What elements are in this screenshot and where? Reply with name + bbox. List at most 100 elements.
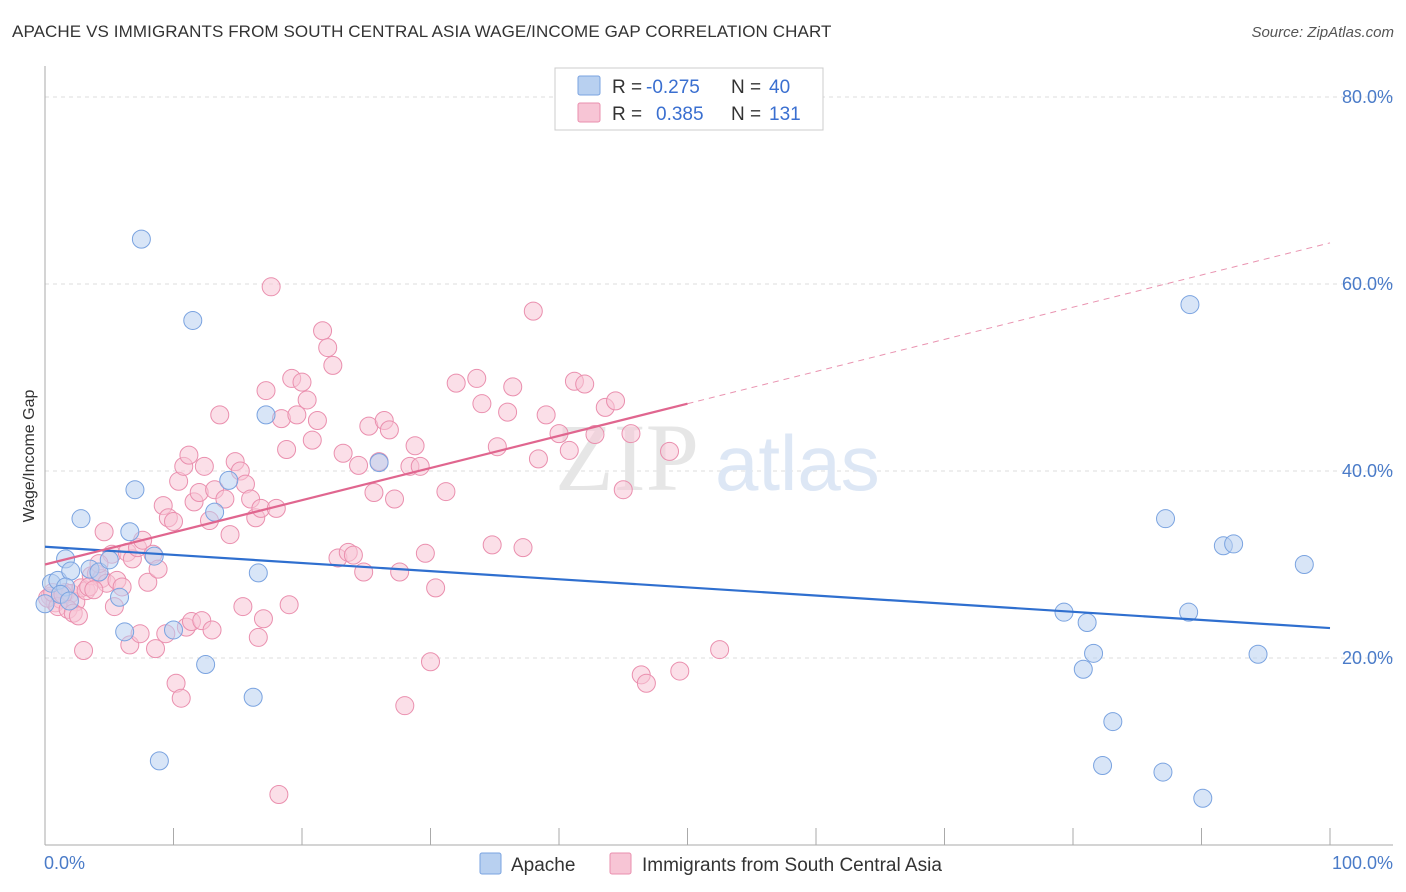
immigrants-point (575, 374, 595, 394)
apache-points (35, 229, 1314, 808)
immigrants-point (171, 688, 191, 708)
bottom-legend-label-immigrants: Immigrants from South Central Asia (642, 855, 942, 876)
immigrants-point (660, 441, 680, 461)
apache-point (196, 655, 216, 675)
y-axis-title: Wage/Income Gap (21, 390, 38, 523)
immigrants-point (343, 545, 363, 565)
apache-point (243, 687, 263, 707)
immigrants-point (179, 445, 199, 465)
immigrants-point (670, 661, 690, 681)
trend-lines (44, 242, 1331, 630)
immigrants-point (233, 597, 253, 617)
immigrants-point (513, 538, 533, 558)
bottom-legend-swatch-apache (479, 852, 502, 875)
immigrants-point (210, 405, 230, 425)
apache-point (1193, 788, 1213, 808)
immigrants-trend-extension (687, 242, 1331, 405)
immigrants-point (94, 522, 114, 542)
immigrants-point (482, 535, 502, 555)
immigrants-point (426, 578, 446, 598)
bottom-legend-swatch-immigrants (609, 852, 632, 875)
immigrants-point (269, 785, 289, 805)
immigrants-point (318, 338, 338, 358)
y-tick-label: 60.0% (1342, 274, 1393, 294)
immigrants-point (323, 355, 343, 375)
immigrants-point (436, 482, 456, 502)
legend-n-label-apache: N = (731, 77, 761, 98)
apache-point (1156, 509, 1176, 529)
watermark: ZIP atlas (555, 404, 880, 511)
immigrants-point (559, 440, 579, 460)
immigrants-point (138, 572, 158, 592)
chart-title: APACHE VS IMMIGRANTS FROM SOUTH CENTRAL … (12, 22, 832, 41)
immigrants-point (84, 580, 104, 600)
immigrants-point (302, 430, 322, 450)
apache-point (131, 229, 151, 249)
y-tick-label: 80.0% (1342, 87, 1393, 107)
immigrants-point (313, 321, 333, 341)
immigrants-point (390, 562, 410, 582)
immigrants-point (613, 480, 633, 500)
immigrants-point (536, 405, 556, 425)
immigrants-point (279, 595, 299, 615)
immigrants-point (467, 368, 487, 388)
legend-n-value-apache: 40 (769, 77, 790, 98)
apache-point (1093, 756, 1113, 776)
apache-point (1180, 295, 1200, 315)
apache-point (256, 405, 276, 425)
apache-point (120, 522, 140, 542)
immigrants-point (292, 372, 312, 392)
y-tick-label: 40.0% (1342, 461, 1393, 481)
immigrants-points (38, 277, 730, 805)
immigrants-point (189, 483, 209, 503)
immigrants-point (528, 449, 548, 469)
immigrants-point (503, 377, 523, 397)
y-tick-label: 20.0% (1342, 648, 1393, 668)
apache-point (110, 587, 130, 607)
apache-point (144, 546, 164, 566)
legend-r-label-immigrants: R = (612, 104, 642, 125)
immigrants-point (498, 402, 518, 422)
axes (44, 66, 1393, 846)
immigrants-point (385, 489, 405, 509)
immigrants-point (202, 620, 222, 640)
apache-point (183, 310, 203, 330)
immigrants-point (253, 609, 273, 629)
apache-trend-line (44, 545, 1331, 630)
immigrants-point (523, 301, 543, 321)
apache-point (1179, 602, 1199, 622)
apache-point (205, 502, 225, 522)
immigrants-point (710, 640, 730, 660)
immigrants-point (421, 652, 440, 672)
apache-point (164, 620, 183, 640)
apache-point (115, 622, 135, 642)
apache-point (1073, 659, 1093, 679)
legend-r-value-immigrants: 0.385 (656, 104, 704, 125)
immigrants-point (220, 525, 240, 545)
apache-point (59, 591, 79, 611)
immigrants-point (277, 439, 297, 459)
immigrants-point (364, 483, 384, 503)
immigrants-point (415, 543, 435, 563)
immigrants-point (215, 489, 235, 509)
immigrants-point (472, 394, 492, 414)
apache-point (1103, 712, 1123, 732)
immigrants-trend-line (44, 402, 688, 566)
immigrants-point (606, 391, 626, 411)
chart-source: Source: ZipAtlas.com (1251, 24, 1394, 41)
apache-point (1294, 555, 1314, 574)
apache-point (1153, 762, 1173, 782)
tick-labels: 20.0% 40.0% 60.0% 80.0% 0.0% 100.0% (44, 87, 1393, 873)
apache-point (125, 480, 145, 500)
stats-legend: R = -0.275 N = 40 R = 0.385 N = 131 (554, 67, 824, 131)
x-tick-label: 0.0% (44, 853, 85, 873)
x-tick-label: 100.0% (1332, 853, 1393, 873)
apache-point (35, 594, 55, 614)
legend-swatch-apache (577, 75, 601, 96)
immigrants-point (405, 436, 425, 456)
immigrants-point (621, 424, 641, 444)
immigrants-point (585, 425, 605, 445)
legend-n-value-immigrants: 131 (769, 104, 801, 125)
immigrants-point (307, 411, 327, 431)
